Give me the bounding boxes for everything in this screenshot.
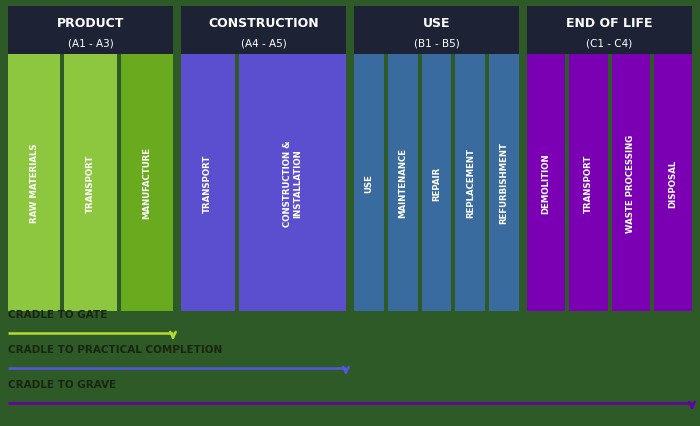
Text: CONSTRUCTION &
INSTALLATION: CONSTRUCTION & INSTALLATION	[283, 140, 302, 226]
Bar	[569, 55, 608, 311]
Bar	[354, 7, 519, 55]
Text: (A1 - A3): (A1 - A3)	[68, 38, 113, 48]
Bar	[354, 55, 384, 311]
Bar	[456, 55, 485, 311]
Text: DEMOLITION: DEMOLITION	[542, 153, 551, 213]
Text: END OF LIFE: END OF LIFE	[566, 17, 652, 30]
Text: CRADLE TO PRACTICAL COMPLETION: CRADLE TO PRACTICAL COMPLETION	[8, 344, 223, 354]
Bar	[64, 55, 117, 311]
Text: CRADLE TO GATE: CRADLE TO GATE	[8, 309, 107, 319]
Text: REPAIR: REPAIR	[432, 166, 441, 200]
Bar	[181, 7, 346, 55]
Bar	[654, 55, 692, 311]
Text: TRANSPORT: TRANSPORT	[203, 154, 212, 212]
Text: CONSTRUCTION: CONSTRUCTION	[208, 17, 318, 30]
Text: MAINTENANCE: MAINTENANCE	[398, 148, 407, 218]
Text: USE: USE	[365, 174, 373, 193]
Bar	[388, 55, 418, 311]
Text: TRANSPORT: TRANSPORT	[86, 154, 95, 212]
Text: USE: USE	[423, 17, 450, 30]
Text: RAW MATERIALS: RAW MATERIALS	[29, 144, 38, 223]
Bar	[8, 55, 60, 311]
Text: WASTE PROCESSING: WASTE PROCESSING	[626, 134, 635, 232]
Text: CRADLE TO GRAVE: CRADLE TO GRAVE	[8, 379, 116, 389]
Text: REFURBISHMENT: REFURBISHMENT	[500, 142, 509, 224]
Text: (C1 - C4): (C1 - C4)	[587, 38, 633, 48]
Text: (B1 - B5): (B1 - B5)	[414, 38, 459, 48]
Bar	[527, 7, 692, 55]
Bar	[181, 55, 235, 311]
Bar	[612, 55, 650, 311]
Text: TRANSPORT: TRANSPORT	[584, 154, 593, 212]
Bar	[239, 55, 346, 311]
Bar	[421, 55, 452, 311]
Text: DISPOSAL: DISPOSAL	[668, 159, 678, 207]
Bar	[120, 55, 173, 311]
Bar	[489, 55, 519, 311]
Text: (A4 - A5): (A4 - A5)	[241, 38, 286, 48]
Text: PRODUCT: PRODUCT	[57, 17, 124, 30]
Bar	[8, 7, 173, 55]
Bar	[527, 55, 566, 311]
Text: REPLACEMENT: REPLACEMENT	[466, 148, 475, 218]
Text: MANUFACTURE: MANUFACTURE	[142, 147, 151, 219]
